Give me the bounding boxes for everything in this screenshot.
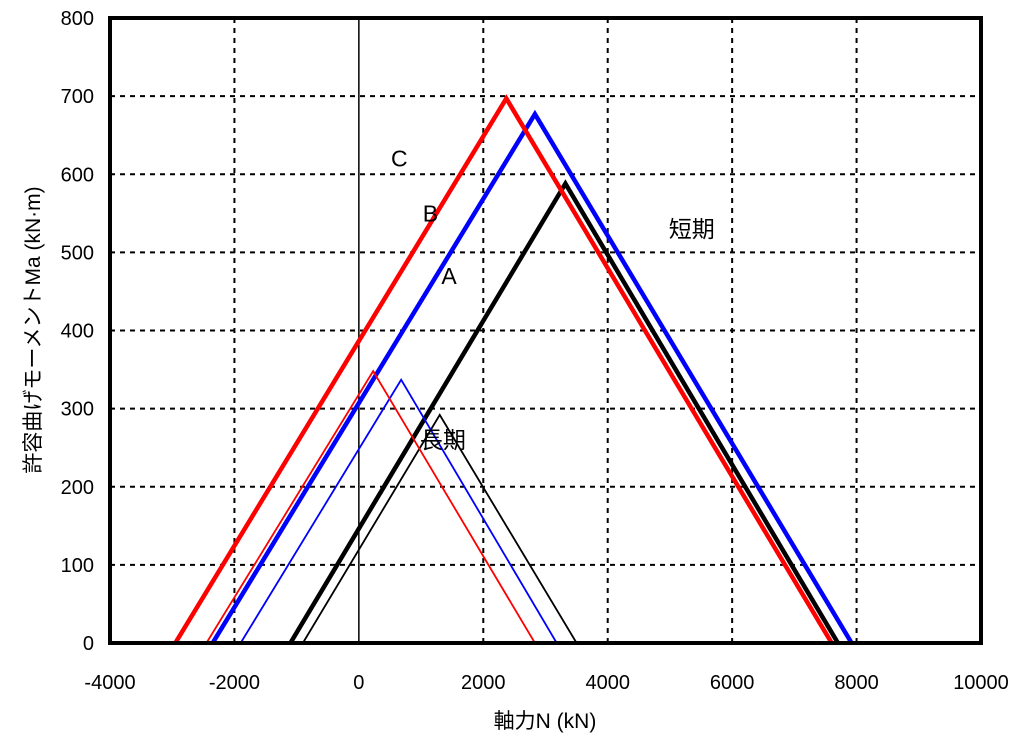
series-line-b-long xyxy=(239,377,558,644)
series-line-c-short xyxy=(173,94,834,645)
annotation-label: 長期 xyxy=(420,427,466,453)
series-line-a-short xyxy=(288,179,840,645)
y-axis-title: 許容曲げモーメントMa (kN·m) xyxy=(22,186,45,473)
grid xyxy=(110,18,981,643)
series-line-c-long xyxy=(205,369,536,644)
series xyxy=(173,94,854,645)
x-axis-title: 軸力N (kN) xyxy=(494,710,597,733)
y-tick-label: 700 xyxy=(61,86,94,108)
y-tick-label: 600 xyxy=(61,164,94,186)
y-tick-label: 200 xyxy=(61,477,94,499)
y-tick-label: 500 xyxy=(61,242,94,264)
series-line-a-long xyxy=(302,413,578,644)
annotation-label: B xyxy=(423,200,438,226)
x-tick-labels: -4000 -2000 0 2000 4000 6000 8000 10000 xyxy=(84,672,1008,694)
y-tick-labels: 0 100 200 300 400 500 600 700 800 xyxy=(61,8,94,655)
x-tick-label: 0 xyxy=(353,672,364,694)
x-tick-label: 4000 xyxy=(585,672,630,694)
x-tick-label: 8000 xyxy=(834,672,879,694)
y-tick-label: 0 xyxy=(83,633,94,655)
x-tick-label: 2000 xyxy=(461,672,506,694)
annotation-label: C xyxy=(391,146,408,172)
y-tick-label: 100 xyxy=(61,555,94,577)
annotation-label: A xyxy=(441,263,457,289)
y-tick-label: 400 xyxy=(61,321,94,343)
annotation-label: 短期 xyxy=(669,216,715,242)
x-tick-label: -4000 xyxy=(84,672,135,694)
plot-frame xyxy=(108,16,983,645)
y-tick-label: 800 xyxy=(61,8,94,30)
y-tick-label: 300 xyxy=(61,399,94,421)
x-tick-label: -2000 xyxy=(209,672,260,694)
x-tick-label: 6000 xyxy=(710,672,755,694)
plot-background xyxy=(110,18,981,643)
x-tick-label: 10000 xyxy=(953,672,1009,694)
series-line-b-short xyxy=(210,109,854,645)
